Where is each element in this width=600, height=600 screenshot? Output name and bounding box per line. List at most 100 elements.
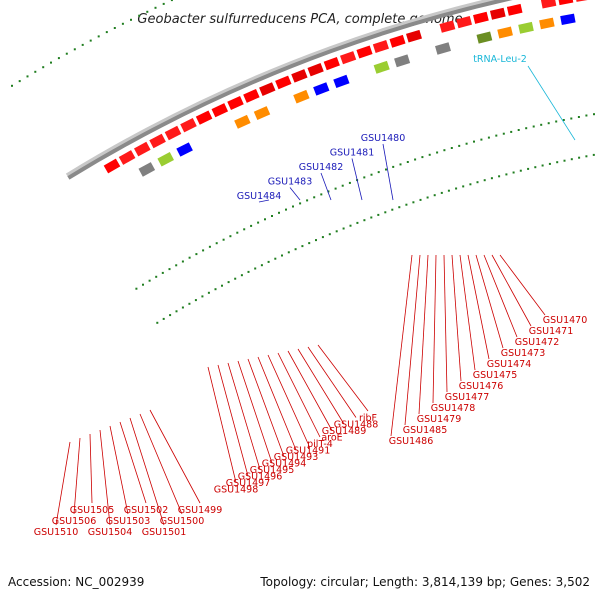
- ruler-dot-inner2: [498, 175, 500, 177]
- ruler-dot-inner: [349, 182, 351, 184]
- ruler-dot-inner: [189, 257, 191, 259]
- ruler-dot-inner: [451, 147, 453, 149]
- lower-gene-leader: [391, 255, 412, 436]
- ruler-dot-inner: [292, 206, 294, 208]
- lower-gene-label: GSU1470: [543, 315, 588, 326]
- ruler-dot-inner2: [398, 206, 400, 208]
- ruler-dot-inner2: [221, 285, 223, 287]
- gene-box: [373, 40, 389, 53]
- trna-label: tRNA-Leu-2: [473, 54, 527, 65]
- ruler-dot-inner2: [578, 157, 580, 159]
- lower-gene-label: GSU1473: [501, 348, 546, 359]
- ruler-dot-inner2: [281, 255, 283, 257]
- ruler-dot-inner2: [391, 209, 393, 211]
- ruler-dot-inner: [518, 129, 520, 131]
- gene-box: [307, 63, 323, 76]
- ruler-dot-inner: [209, 246, 211, 248]
- ruler-dot-inner2: [188, 303, 190, 305]
- gene-box: [435, 42, 451, 54]
- ruler-dot-outer: [155, 7, 157, 9]
- lower-gene-leader: [452, 255, 461, 381]
- lower-gene-leader: [120, 422, 146, 503]
- ruler-dot-inner: [223, 239, 225, 241]
- lower-gene-leader: [288, 351, 332, 431]
- ruler-dot-inner: [488, 137, 490, 139]
- ruler-dot-inner: [503, 133, 505, 135]
- ruler-dot-inner2: [169, 314, 171, 316]
- ruler-dot-inner2: [534, 166, 536, 168]
- ruler-dot-inner2: [228, 281, 230, 283]
- ruler-dot-inner2: [484, 179, 486, 181]
- gene-box: [293, 90, 309, 104]
- ruler-dot-inner2: [308, 242, 310, 244]
- lower-gene-leader: [419, 255, 428, 414]
- ruler-dot-inner2: [268, 261, 270, 263]
- ruler-dot-inner: [216, 242, 218, 244]
- ruler-dot-inner: [306, 199, 308, 201]
- ruler-dot-outer: [146, 11, 148, 13]
- gene-box: [406, 30, 422, 43]
- ruler-dot-inner2: [261, 264, 263, 266]
- gene-box: [560, 14, 575, 25]
- gene-box: [291, 69, 307, 83]
- lower-gene-label: GSU1486: [389, 436, 434, 447]
- lower-gene-label: GSU1506: [52, 516, 97, 527]
- ruler-dot-inner: [135, 288, 137, 290]
- ruler-dot-inner: [299, 202, 301, 204]
- ruler-dot-inner: [458, 145, 460, 147]
- gene-box: [581, 10, 596, 21]
- lower-gene-label: GSU1505: [70, 505, 115, 516]
- genome-map: Geobacter sulfurreducens PCA, complete g…: [0, 0, 600, 600]
- gene-box: [374, 61, 390, 74]
- ruler-dot-outer: [98, 35, 100, 37]
- ruler-dot-inner2: [274, 258, 276, 260]
- ruler-dot-inner: [385, 169, 387, 171]
- ruler-dot-inner: [313, 196, 315, 198]
- ruler-dot-inner2: [542, 165, 544, 167]
- ruler-dot-inner2: [377, 214, 379, 216]
- ruler-dot-inner2: [441, 192, 443, 194]
- lower-gene-leader: [318, 345, 368, 411]
- ruler-dot-inner: [378, 171, 380, 173]
- ruler-dot-inner2: [356, 222, 358, 224]
- ruler-dot-inner: [473, 141, 475, 143]
- gene-box: [134, 142, 151, 157]
- ruler-dot-inner2: [513, 172, 515, 174]
- ruler-dot-inner2: [520, 170, 522, 172]
- lower-gene-label: GSU1499: [178, 505, 223, 516]
- ruler-dot-inner: [400, 163, 402, 165]
- lower-gene-label: GSU1477: [445, 392, 490, 403]
- ruler-dot-inner: [495, 135, 497, 137]
- lower-gene-label: GSU1472: [515, 337, 560, 348]
- genome-map-canvas: Geobacter sulfurreducens PCA, complete g…: [0, 0, 600, 600]
- ruler-dot-inner: [363, 176, 365, 178]
- ruler-dot-outer: [163, 3, 165, 5]
- ruler-dot-inner: [548, 122, 550, 124]
- ruler-dot-inner2: [455, 188, 457, 190]
- ruler-dot-outer: [138, 15, 140, 17]
- gene-box: [196, 111, 213, 125]
- ruler-dot-inner2: [477, 181, 479, 183]
- ruler-dot-inner: [570, 118, 572, 120]
- ruler-dot-inner: [264, 218, 266, 220]
- ruler-dot-inner: [169, 268, 171, 270]
- ruler-dot-inner2: [462, 185, 464, 187]
- ruler-dot-inner2: [420, 199, 422, 201]
- ruler-dot-inner2: [182, 307, 184, 309]
- ruler-dot-inner2: [363, 219, 365, 221]
- ruler-dot-inner2: [254, 268, 256, 270]
- upper-gene-label: GSU1480: [361, 133, 406, 144]
- ruler-dot-inner2: [405, 204, 407, 206]
- ruler-dot-inner2: [564, 160, 566, 162]
- lower-gene-leader: [298, 349, 344, 424]
- gene-box: [558, 0, 573, 5]
- ruler-dot-inner: [271, 215, 273, 217]
- ruler-dot-inner: [585, 115, 587, 117]
- ruler-dot-outer: [171, 0, 173, 1]
- ruler-dot-outer: [114, 27, 116, 29]
- ruler-dot-outer: [34, 71, 36, 73]
- ruler-dot-inner2: [215, 288, 217, 290]
- ruler-dot-inner2: [336, 230, 338, 232]
- gene-box: [275, 76, 291, 90]
- gene-box: [507, 4, 523, 16]
